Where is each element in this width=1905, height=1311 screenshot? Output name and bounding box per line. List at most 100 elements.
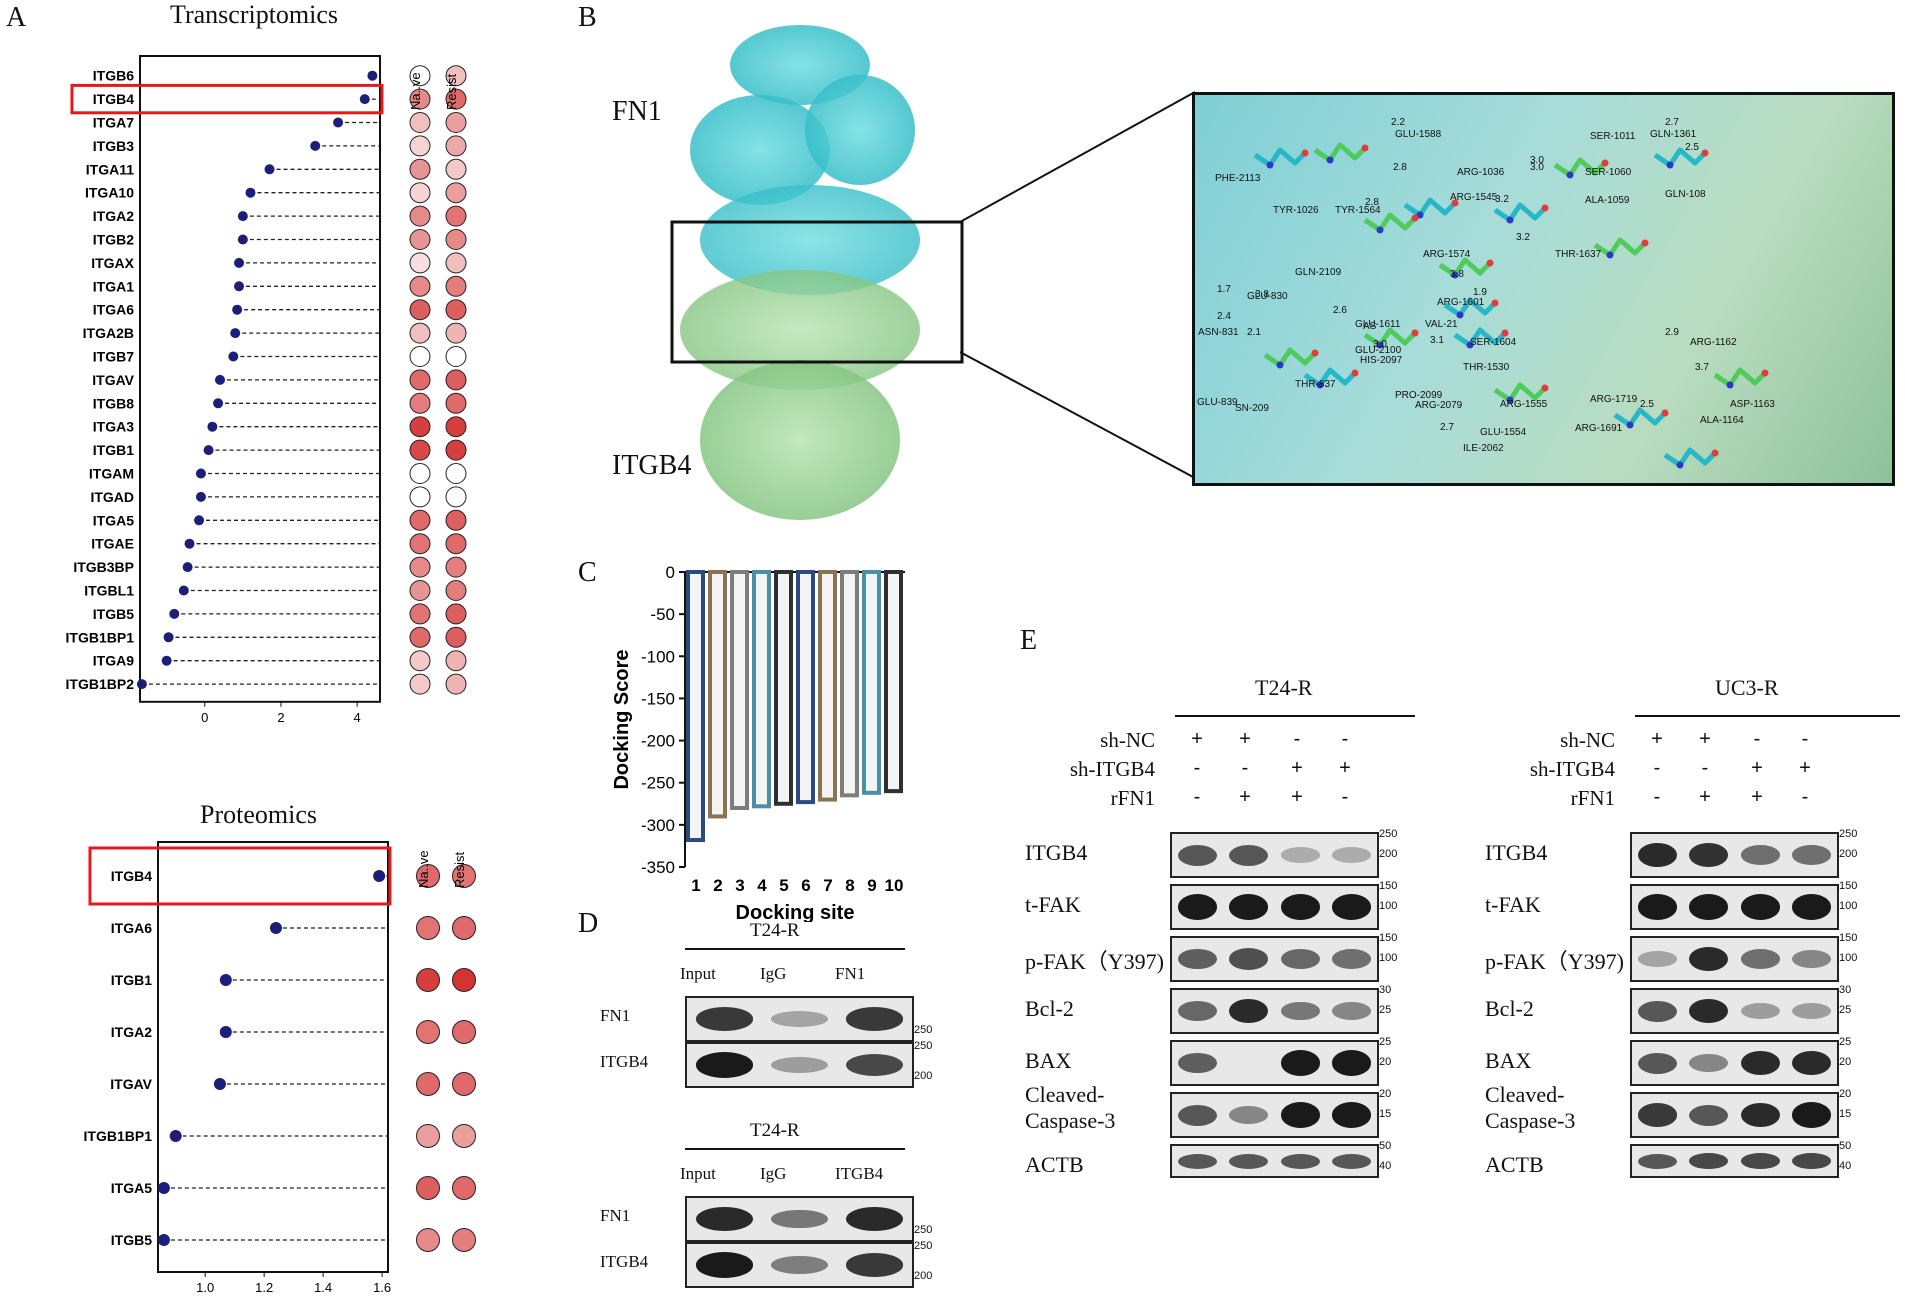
title-underline: [685, 1148, 905, 1150]
residue-label: ARG-1574: [1423, 249, 1471, 260]
protein-label: t-FAK: [1485, 892, 1541, 917]
blot-band: [1280, 1153, 1320, 1169]
plot-frame: [139, 55, 381, 703]
x-tick-label: 2: [277, 710, 284, 725]
mw-label: 25: [1379, 1036, 1392, 1048]
distance-label: 1.7: [1217, 284, 1231, 295]
blot-band: [1280, 847, 1320, 863]
residue-stick: [1493, 202, 1547, 223]
residue-label: SER-1604: [1470, 337, 1517, 348]
residue-label: SER-1060: [1585, 167, 1632, 178]
blot-band: [1689, 894, 1729, 920]
blot-title: T24-R: [1255, 675, 1313, 700]
blot-band: [1178, 1153, 1218, 1169]
condition-sign: -: [1653, 786, 1661, 808]
condition-sign: +: [1799, 757, 1811, 779]
heat-naive: [409, 275, 431, 297]
nitrogen-atom: [1376, 341, 1384, 349]
transcriptomics-dot-plot: ITGB6ITGB4ITGA7ITGB3ITGA11ITGA10ITGA2ITG…: [66, 55, 467, 725]
data-point: [333, 117, 344, 128]
heat-naive: [409, 533, 431, 555]
condition-sign: +: [1291, 757, 1303, 779]
blot-band: [1689, 1153, 1729, 1169]
distance-label: 3.1: [1430, 335, 1444, 346]
data-point: [367, 70, 378, 81]
residue-stick: [1438, 257, 1492, 278]
row-label: FN1: [600, 1006, 631, 1025]
distance-label: 2.1: [1247, 327, 1261, 338]
data-point: [234, 257, 245, 268]
proteomics-title: Proteomics: [200, 800, 317, 829]
oxygen-atom: [1661, 409, 1669, 417]
residue-label: ARG-1719: [1590, 394, 1638, 405]
blot-band: [696, 1252, 753, 1278]
blot-band: [1740, 1002, 1780, 1020]
nitrogen-atom: [1506, 216, 1514, 224]
bar: [862, 570, 881, 795]
blot-band: [1280, 1102, 1320, 1128]
residue-stick: [1593, 237, 1647, 258]
residue-label: GLU-830: [1247, 291, 1288, 302]
highlight-box: [70, 83, 384, 115]
mw-label: 200: [1839, 848, 1858, 860]
ip-blot: [685, 1196, 914, 1242]
heat-resist: [445, 158, 467, 180]
protein-label: Caspase-3: [1485, 1108, 1576, 1133]
mw-label: 25: [1839, 1004, 1852, 1016]
protein-label: Bcl-2: [1025, 996, 1074, 1021]
gene-label: ITGAD: [90, 489, 134, 505]
residue-stick: [1363, 327, 1417, 348]
heat-naive: [409, 65, 431, 87]
x-tick-label: 4: [757, 876, 767, 895]
data-point: [310, 140, 321, 151]
gene-label: ITGA5: [111, 1180, 152, 1196]
blot-band: [1178, 1104, 1218, 1126]
distance-label: 2.5: [1685, 142, 1699, 153]
mw-label: 150: [1839, 880, 1858, 892]
gene-label: ITGAV: [92, 372, 134, 388]
nitrogen-atom: [1451, 271, 1459, 279]
bar: [796, 570, 815, 805]
distance-label: 3.0: [1530, 162, 1544, 173]
data-point: [213, 1078, 226, 1090]
residue-stick: [1663, 447, 1717, 468]
condition-sign: -: [1193, 757, 1201, 779]
residue-label: ARG-2079: [1415, 400, 1463, 411]
mw-label: 20: [1839, 1088, 1852, 1100]
gene-label: ITGB3: [93, 138, 134, 154]
gene-label: ITGA2: [93, 208, 134, 224]
mw-label: 200: [914, 1270, 933, 1282]
residue-label: ILE-2062: [1463, 443, 1504, 454]
residue-stick: [1263, 347, 1317, 368]
condition-sign: -: [1753, 728, 1761, 750]
gene-label: ITGB4: [111, 868, 152, 884]
blot-band: [846, 1206, 903, 1232]
lane-label: IgG: [760, 964, 787, 983]
y-axis-label: Docking Score: [611, 649, 633, 789]
data-point: [184, 538, 195, 549]
residue-stick: [1443, 297, 1497, 318]
mw-label: 25: [1379, 1004, 1392, 1016]
distance-label: 3.2: [1495, 194, 1509, 205]
heat-naive: [409, 603, 431, 625]
protein-label: BAX: [1025, 1048, 1072, 1073]
distance-label: 3.8: [1255, 289, 1269, 300]
wb-blot: [1170, 832, 1379, 878]
panel-label-b: B: [578, 2, 597, 33]
data-point: [215, 374, 225, 385]
x-axis-label: Docking site: [736, 902, 855, 922]
y-tick-label: -50: [650, 605, 675, 624]
blot-band: [1229, 998, 1269, 1024]
data-point: [219, 974, 232, 986]
gene-label: ITGB5: [93, 606, 134, 622]
blot-band: [1791, 1153, 1831, 1169]
blot-band: [1791, 1102, 1831, 1128]
condition-label: rFN1: [1570, 786, 1615, 810]
blot-band: [1740, 1102, 1780, 1128]
residue-label: ALA-1059: [1585, 195, 1630, 206]
blot-band: [846, 1007, 903, 1031]
heat-resist: [445, 533, 467, 555]
ip-title: T24-R: [750, 920, 800, 941]
data-point: [157, 1182, 170, 1194]
ip-blot: [685, 1042, 914, 1088]
